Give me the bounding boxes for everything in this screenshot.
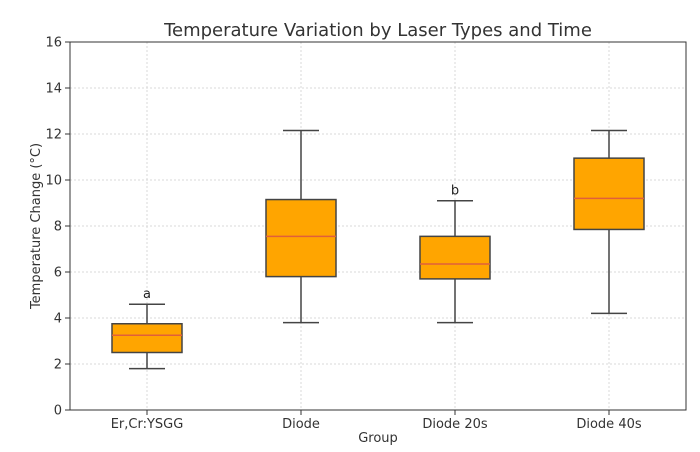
y-tick-label: 14 [45,82,62,97]
iqr-box [573,157,645,231]
chart-title: Temperature Variation by Laser Types and… [163,20,592,41]
iqr-box [419,235,491,280]
x-tick-label: Diode 40s [576,417,642,432]
y-tick-label: 0 [54,404,62,419]
iqr-box [265,198,337,278]
y-axis-label: Temperature Change (°C) [29,143,44,310]
y-tick-label: 2 [54,358,62,373]
axis-layer: 0 2 4 6 8 10 12 14 16 Er,Cr:YSGG Diode Diode 20s Dio… [45,36,687,432]
x-axis-label: Group [358,431,398,446]
x-tick-label: Diode 20s [422,417,488,432]
y-tick-label: 8 [54,220,62,235]
x-tick-label: Er,Cr:YSGG [111,417,184,432]
box-group [573,129,645,315]
box-group: a [111,287,183,370]
significance-label: a [143,287,151,302]
box-group: b [419,184,491,324]
iqr-box [111,323,183,354]
y-tick-label: 6 [54,266,62,281]
plot-frame [69,41,687,411]
box-layer: ab [111,129,645,370]
y-tick-label: 12 [45,128,62,143]
y-tick-label: 10 [45,174,62,189]
y-tick-label: 4 [54,312,62,327]
y-tick-label: 16 [45,36,62,51]
x-tick-label: Diode [282,417,320,432]
significance-label: b [451,184,459,199]
box-group [265,129,337,324]
